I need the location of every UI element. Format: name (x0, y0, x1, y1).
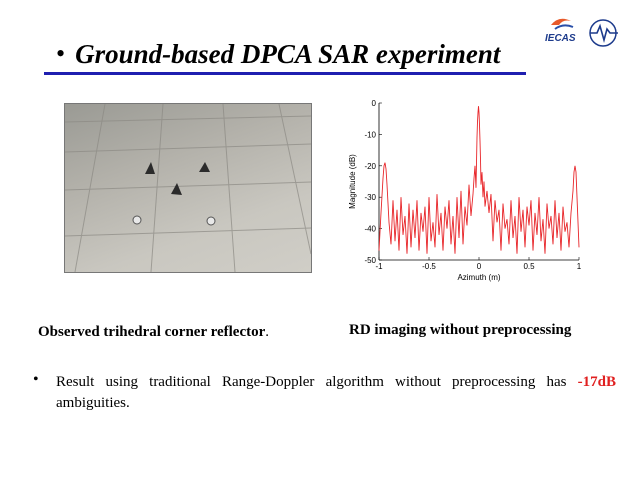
y-tick-label: -30 (364, 193, 376, 202)
chart-ticks: 0 -10 -20 -30 -40 -50-1 -0.5 0 0.5 1 (364, 99, 581, 271)
x-tick-label: 1 (577, 262, 582, 271)
chart-frame (378, 103, 579, 261)
x-tick-label: -1 (375, 262, 383, 271)
chart-series (378, 106, 580, 254)
iecas-logo: IECAS (545, 18, 618, 47)
reflector-photo (64, 103, 312, 273)
svg-text:IECAS: IECAS (545, 33, 576, 44)
reflector-2 (199, 162, 210, 172)
x-tick-label: 0 (477, 262, 482, 271)
y-axis-label: Magnitude (dB) (348, 154, 357, 209)
body-text: Result using traditional Range-Doppler a… (56, 372, 616, 414)
y-tick-label: -40 (364, 225, 376, 234)
x-tick-label: 0.5 (523, 262, 535, 271)
institute-logos: IECAS (545, 15, 625, 53)
title-bullet: • (56, 39, 66, 68)
body-bullet: • (33, 371, 39, 388)
floor-tiles-image (65, 104, 311, 272)
title-underline (44, 72, 526, 75)
y-tick-label: -50 (364, 256, 376, 265)
body-text-part2: ambiguities. (56, 395, 130, 411)
x-axis-label: Azimuth (m) (457, 273, 500, 282)
y-tick-label: -10 (364, 130, 376, 139)
x-tick-label: -0.5 (422, 262, 436, 271)
title-text: Ground-based DPCA SAR experiment (75, 38, 501, 69)
body-text-part1: Result using traditional Range-Doppler a… (56, 374, 567, 390)
slide-title: • Ground-based DPCA SAR experiment (56, 36, 500, 72)
caption-left: Observed trihedral corner reflector. (38, 324, 269, 341)
rd-imaging-chart: 0 -10 -20 -30 -40 -50-1 -0.5 0 0.5 1 Magnitude (d… (348, 99, 582, 282)
caption-left-text: Observed trihedral corner reflector (38, 324, 266, 340)
ambiguity-value: -17dB (577, 374, 616, 390)
y-tick-label: 0 (372, 99, 377, 108)
caption-right: RD imaging without preprocessing (349, 322, 572, 338)
series-line (378, 106, 580, 254)
reflector-1 (145, 162, 155, 174)
reflector-3 (171, 183, 182, 195)
y-tick-label: -20 (364, 162, 376, 171)
caption-left-punct: . (265, 324, 270, 340)
